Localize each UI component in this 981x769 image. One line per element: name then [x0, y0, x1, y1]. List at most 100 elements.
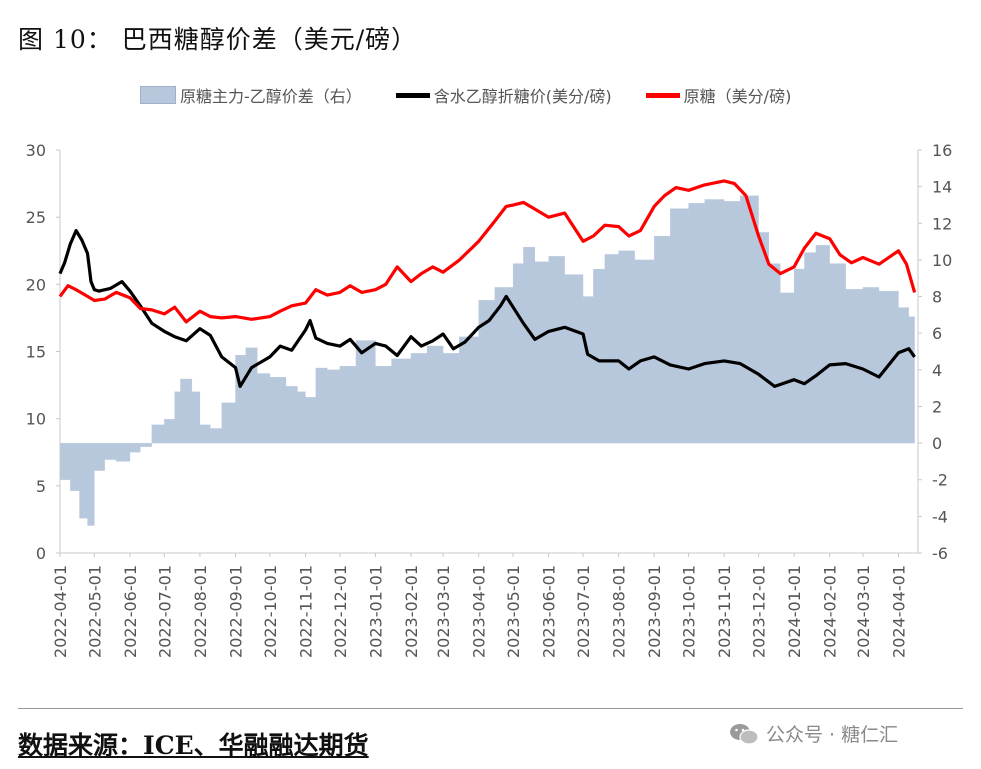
spread-area-segment: [548, 256, 565, 444]
spread-area-segment: [104, 442, 117, 460]
raw-sugar-line: [58, 179, 917, 324]
x-tick-label: 2024-02-01: [821, 565, 840, 658]
x-tick-label: 2023-09-01: [645, 565, 664, 658]
spread-area-segment: [210, 428, 222, 444]
x-tick-label: 2022-09-01: [227, 565, 246, 658]
legend-swatch-spread: [140, 86, 176, 104]
x-tick-label: 2022-12-01: [331, 565, 350, 658]
y-right-tick-label: 0: [932, 434, 942, 453]
spread-area-segment: [459, 336, 479, 444]
x-tick-label: 2022-08-01: [191, 565, 210, 658]
x-tick-label: 2022-07-01: [155, 565, 174, 658]
spread-area-segment: [129, 442, 141, 453]
legend-label-raw-sugar: 原糖（美分/磅): [683, 87, 792, 106]
spread-area-segment: [564, 274, 584, 444]
spread-area-segment: [305, 397, 316, 444]
x-tick-label: 2022-06-01: [121, 565, 140, 658]
x-tick-label: 2023-12-01: [750, 565, 769, 658]
spread-area-segment: [862, 287, 880, 444]
spread-area-segment: [285, 386, 298, 444]
spread-area-segment: [804, 252, 817, 444]
spread-area-segment: [339, 366, 357, 444]
y-left-tick-label: 20: [26, 275, 46, 294]
x-tick-label: 2023-05-01: [504, 565, 523, 658]
y-right-tick-label: 4: [932, 361, 942, 380]
legend-label-ethanol: 含水乙醇折糖价(美分/磅): [433, 87, 612, 106]
x-tick-label: 2022-10-01: [261, 565, 280, 658]
x-tick-label: 2023-08-01: [610, 565, 629, 658]
spread-area-segment: [740, 195, 759, 444]
spread-area-segment: [59, 442, 71, 480]
y-right-tick-label: -4: [932, 507, 948, 526]
spread-area-segment: [191, 391, 201, 444]
spread-area-segment: [87, 442, 95, 526]
y-right-tick-label: 8: [932, 288, 942, 307]
spread-area-segment: [151, 424, 165, 444]
x-tick-label: 2024-01-01: [785, 565, 804, 658]
spread-area-segment: [604, 254, 619, 444]
spread-area-segment: [768, 263, 781, 444]
spread-area-segment: [670, 208, 689, 444]
spread-area-segment: [704, 199, 725, 444]
spread-area-segment: [793, 268, 805, 444]
spread-area-segment: [512, 263, 524, 444]
spread-area-segment: [327, 369, 341, 444]
spread-area-segment: [442, 353, 460, 444]
legend-swatch-raw-sugar: [645, 92, 680, 98]
y-right-tick-label: 14: [932, 178, 952, 197]
x-tick-label: 2023-03-01: [434, 565, 453, 658]
spread-area-segment: [375, 366, 392, 444]
legend-item-spread: 原糖主力-乙醇价差（右）: [140, 83, 362, 107]
x-tick-label: 2023-10-01: [680, 565, 699, 658]
legend-item-ethanol: 含水乙醇折糖价(美分/磅): [395, 83, 612, 107]
spread-area-segment: [688, 202, 705, 444]
spread-area-segment: [780, 292, 795, 444]
footer-divider: [18, 708, 963, 709]
legend-item-raw-sugar: 原糖（美分/磅): [645, 83, 792, 107]
spread-area-segment: [534, 261, 549, 444]
y-right-tick-label: -6: [932, 544, 948, 563]
x-tick-label: 2023-07-01: [574, 565, 593, 658]
chart-svg: 0 5 10 15 20 25 30 -6 -4 -2 0 2 4 6 8 10 12 14 16 2022-04-0…: [26, 141, 953, 658]
x-tick-label: 2023-06-01: [540, 565, 559, 658]
x-tick-label: 2023-11-01: [715, 565, 734, 658]
x-tick-label: 2024-03-01: [854, 565, 873, 658]
wechat-icon: [730, 723, 759, 745]
x-tick-label: 2024-04-01: [890, 565, 909, 658]
spread-area-segment: [618, 250, 635, 444]
spread-area-segment: [116, 442, 131, 462]
watermark-text: 公众号 · 糖仁汇: [766, 724, 899, 746]
spread-area-segment: [140, 442, 152, 447]
legend: 原糖主力-乙醇价差（右） 含水乙醇折糖价(美分/磅) 原糖（美分/磅): [140, 84, 825, 106]
x-tick-label: 2022-11-01: [296, 565, 315, 658]
spread-area-segment: [410, 353, 428, 444]
spread-area-segment: [79, 442, 88, 519]
y-left-tick-label: 25: [26, 208, 46, 227]
y-right-tick-label: 12: [932, 214, 952, 233]
watermark: 公众号 · 糖仁汇: [728, 720, 898, 747]
spread-area-segment: [391, 358, 412, 444]
spread-area-segment: [723, 201, 741, 444]
x-tick-label: 2023-01-01: [366, 565, 385, 658]
spread-area-segment: [70, 442, 80, 491]
y-right-tick-label: 2: [932, 397, 942, 416]
spread-area-segment: [164, 419, 175, 444]
spread-area-segment: [634, 259, 655, 444]
y-right-tick-label: -2: [932, 471, 948, 490]
source-note: 数据来源：ICE、华融融达期货: [18, 731, 369, 760]
spread-area-segment: [654, 235, 671, 444]
x-tick-label: 2023-04-01: [470, 565, 489, 658]
x-tick-label: 2022-04-01: [51, 565, 70, 658]
spread-area-segment: [908, 316, 915, 444]
y-left-tick-label: 15: [26, 343, 46, 362]
spread-area-segment: [315, 367, 328, 444]
spread-area-segment: [593, 268, 606, 444]
y-left-tick-label: 0: [36, 544, 46, 563]
spread-area-segment: [582, 296, 594, 444]
spread-area-segment: [829, 263, 846, 444]
y-right-tick-label: 6: [932, 324, 942, 343]
y-right-tick-label: 16: [932, 141, 952, 160]
spread-area-segment: [269, 376, 287, 444]
spread-area-segment: [297, 391, 306, 444]
spread-area-segment: [180, 378, 193, 444]
